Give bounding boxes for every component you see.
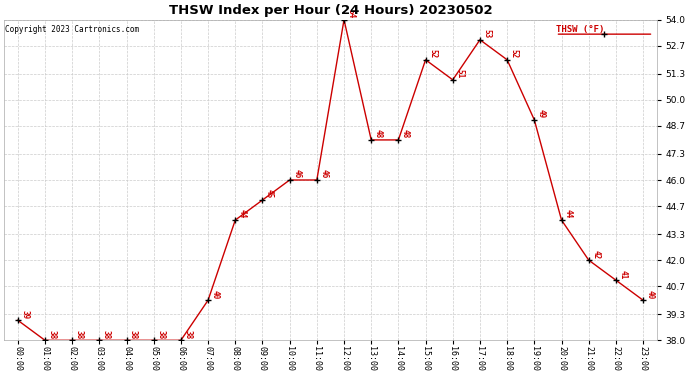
Title: THSW Index per Hour (24 Hours) 20230502: THSW Index per Hour (24 Hours) 20230502 <box>168 4 492 17</box>
Text: 46: 46 <box>319 170 328 178</box>
Text: 38: 38 <box>75 330 83 339</box>
Text: 53: 53 <box>482 29 491 38</box>
Text: 41: 41 <box>618 270 627 279</box>
Text: 38: 38 <box>48 330 57 339</box>
Text: 54: 54 <box>346 9 355 18</box>
Text: THSW (°F): THSW (°F) <box>555 24 604 33</box>
Text: 40: 40 <box>646 290 655 299</box>
Text: 48: 48 <box>401 129 410 138</box>
Text: 49: 49 <box>537 109 546 118</box>
Text: 44: 44 <box>564 209 573 219</box>
Text: 38: 38 <box>184 330 193 339</box>
Text: 44: 44 <box>238 209 247 219</box>
Text: 46: 46 <box>292 170 301 178</box>
Text: 42: 42 <box>591 249 600 259</box>
Text: 48: 48 <box>374 129 383 138</box>
Text: 52: 52 <box>510 49 519 58</box>
Text: 40: 40 <box>210 290 219 299</box>
Text: 45: 45 <box>265 189 274 199</box>
Text: 39: 39 <box>20 310 29 319</box>
Text: 38: 38 <box>129 330 138 339</box>
Text: 38: 38 <box>156 330 165 339</box>
Text: 51: 51 <box>455 69 464 78</box>
Text: Copyright 2023 Cartronics.com: Copyright 2023 Cartronics.com <box>6 24 139 33</box>
Text: 52: 52 <box>428 49 437 58</box>
Text: 38: 38 <box>101 330 111 339</box>
